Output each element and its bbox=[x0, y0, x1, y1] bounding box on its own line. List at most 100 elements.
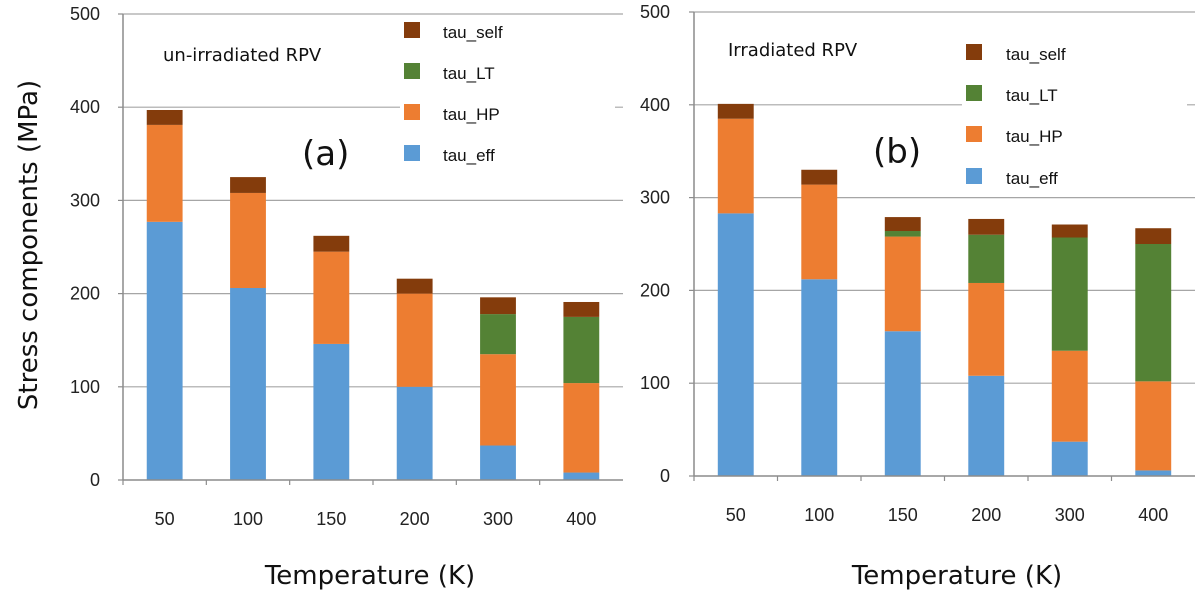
legend-swatch-tau_HP bbox=[404, 104, 420, 120]
bar-segment-tau_HP bbox=[563, 383, 600, 473]
x-tick-label: 50 bbox=[155, 509, 175, 529]
y-tick-labels: 0 100 200 300 400 500 bbox=[70, 4, 100, 490]
legend-swatch-tau_LT bbox=[966, 85, 982, 101]
x-tick-label: 150 bbox=[888, 505, 918, 525]
bar-segment-tau_self bbox=[884, 217, 921, 232]
y-tick-label: 0 bbox=[90, 470, 100, 490]
bar-segment-tau_HP bbox=[1135, 381, 1172, 471]
bar-segment-tau_HP bbox=[717, 118, 754, 214]
panel-label: (b) bbox=[873, 132, 921, 172]
x-tick-label: 400 bbox=[1138, 505, 1168, 525]
bar-segment-tau_self bbox=[563, 301, 600, 317]
legend-label: tau_eff bbox=[1006, 169, 1058, 188]
bar-segment-tau_self bbox=[801, 169, 838, 185]
bar-segment-tau_self bbox=[1135, 228, 1172, 244]
legend-swatch-tau_LT bbox=[404, 63, 420, 79]
bar-segment-tau_LT bbox=[1051, 237, 1088, 351]
chart-panel-a: 0 100 200 300 400 500 50 100 150 200 300 400 tau_s… bbox=[70, 4, 623, 591]
legend: tau_self tau_LT tau_HP tau_eff bbox=[400, 18, 615, 168]
y-tick-label: 300 bbox=[640, 188, 670, 208]
x-tick-label: 100 bbox=[804, 505, 834, 525]
legend-label: tau_eff bbox=[443, 146, 495, 165]
bar-segment-tau_self bbox=[717, 103, 754, 119]
bar-segment-tau_eff bbox=[230, 288, 266, 480]
bar-segment-tau_HP bbox=[396, 293, 433, 387]
axes bbox=[689, 11, 1195, 481]
y-tick-label: 400 bbox=[70, 97, 100, 117]
bar-segment-tau_HP bbox=[968, 282, 1005, 376]
x-tick-label: 300 bbox=[1055, 505, 1085, 525]
x-tick-labels: 50 100 150 200 300 400 bbox=[726, 505, 1169, 525]
panel-title: Irradiated RPV bbox=[728, 40, 858, 61]
y-axis-title: Stress components (MPa) bbox=[14, 80, 44, 410]
x-tick-labels: 50 100 150 200 300 400 bbox=[155, 509, 597, 529]
legend-swatch-tau_eff bbox=[404, 145, 420, 161]
x-tick-label: 200 bbox=[400, 509, 430, 529]
panel-title: un-irradiated RPV bbox=[163, 45, 322, 66]
legend-swatch-tau_HP bbox=[966, 126, 982, 142]
bar-segment-tau_LT bbox=[968, 234, 1005, 283]
legend: tau_self tau_LT tau_HP tau_eff bbox=[962, 20, 1187, 188]
x-tick-label: 300 bbox=[483, 509, 513, 529]
bar-segment-tau_HP bbox=[230, 192, 266, 289]
bar-stacks bbox=[717, 103, 1172, 476]
bar-segment-tau_eff bbox=[717, 213, 754, 476]
y-tick-labels: 0 100 200 300 400 500 bbox=[640, 2, 670, 486]
legend-background bbox=[962, 20, 1187, 180]
bar-segment-tau_eff bbox=[1051, 441, 1088, 476]
bar-segment-tau_HP bbox=[313, 251, 350, 344]
y-tick-label: 500 bbox=[640, 2, 670, 22]
y-tick-label: 200 bbox=[640, 280, 670, 300]
bar-segment-tau_LT bbox=[480, 314, 516, 355]
legend-swatch-tau_self bbox=[404, 22, 420, 38]
chart-panel-b: 0 100 200 300 400 500 50 100 150 200 300 400 tau_s… bbox=[640, 2, 1195, 591]
y-tick-label: 200 bbox=[70, 284, 100, 304]
legend-swatch-tau_eff bbox=[966, 168, 982, 184]
bar-segment-tau_eff bbox=[801, 279, 838, 476]
bar-segment-tau_self bbox=[146, 109, 183, 125]
x-tick-label: 400 bbox=[566, 509, 596, 529]
bar-segment-tau_LT bbox=[884, 231, 921, 237]
legend-swatch-tau_self bbox=[966, 44, 982, 60]
legend-label: tau_HP bbox=[1006, 127, 1063, 146]
legend-label: tau_LT bbox=[443, 64, 495, 83]
bar-segment-tau_HP bbox=[884, 236, 921, 332]
x-tick-label: 150 bbox=[316, 509, 346, 529]
legend-label: tau_self bbox=[443, 23, 503, 42]
bar-segment-tau_HP bbox=[146, 124, 183, 222]
bar-segment-tau_HP bbox=[801, 184, 838, 280]
bar-segment-tau_eff bbox=[313, 343, 350, 480]
bar-segment-tau_eff bbox=[884, 331, 921, 476]
x-axis-title: Temperature (K) bbox=[264, 561, 475, 591]
x-axis-title: Temperature (K) bbox=[851, 561, 1062, 591]
y-tick-label: 400 bbox=[640, 95, 670, 115]
x-tick-label: 100 bbox=[233, 509, 263, 529]
axes bbox=[118, 13, 623, 485]
x-tick-label: 200 bbox=[971, 505, 1001, 525]
bar-segment-tau_eff bbox=[968, 375, 1005, 476]
y-tick-label: 300 bbox=[70, 190, 100, 210]
y-tick-label: 500 bbox=[70, 4, 100, 24]
y-tick-label: 100 bbox=[70, 377, 100, 397]
bar-segment-tau_self bbox=[480, 297, 516, 315]
bar-segment-tau_eff bbox=[396, 386, 433, 480]
bar-segment-tau_HP bbox=[480, 354, 516, 446]
bar-stacks bbox=[146, 109, 600, 480]
panel-label: (a) bbox=[302, 134, 349, 174]
bar-segment-tau_eff bbox=[1135, 470, 1172, 476]
legend-background bbox=[400, 18, 615, 168]
bar-segment-tau_LT bbox=[563, 316, 600, 384]
bar-segment-tau_HP bbox=[1051, 350, 1088, 442]
y-tick-label: 0 bbox=[660, 466, 670, 486]
bar-segment-tau_eff bbox=[146, 221, 183, 480]
bar-segment-tau_self bbox=[968, 218, 1005, 235]
y-tick-label: 100 bbox=[640, 373, 670, 393]
legend-label: tau_self bbox=[1006, 45, 1066, 64]
bar-segment-tau_LT bbox=[1135, 244, 1172, 382]
bar-segment-tau_eff bbox=[563, 472, 600, 480]
bar-segment-tau_self bbox=[230, 177, 266, 193]
legend-label: tau_LT bbox=[1006, 86, 1058, 105]
bar-segment-tau_self bbox=[396, 278, 433, 294]
x-tick-label: 50 bbox=[726, 505, 746, 525]
